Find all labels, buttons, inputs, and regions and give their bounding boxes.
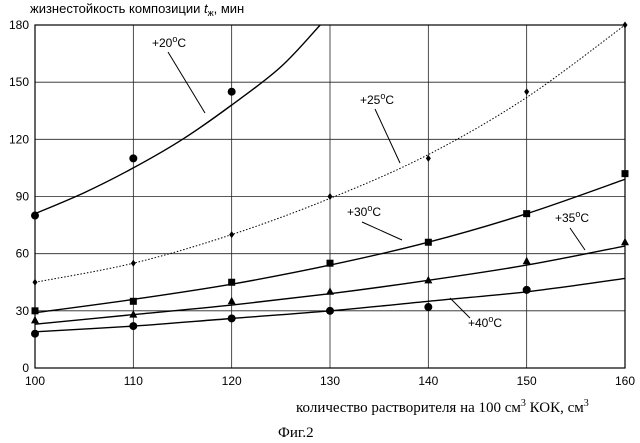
data-point	[523, 210, 531, 218]
series-label-leader	[569, 227, 586, 251]
data-point	[621, 237, 629, 246]
series-label-leader	[167, 51, 206, 114]
data-point	[31, 307, 39, 315]
data-point	[522, 256, 531, 265]
series-label: +40oC	[468, 314, 502, 330]
data-point	[227, 314, 236, 323]
y-tick-label: 60	[16, 247, 30, 261]
data-point	[32, 278, 38, 286]
data-point	[326, 287, 334, 295]
data-point	[522, 285, 531, 294]
figure-caption: Фиг.2	[278, 425, 314, 441]
data-point	[227, 87, 236, 96]
data-point	[424, 275, 433, 284]
y-tick-label: 150	[9, 75, 29, 89]
series-label: +35oC	[555, 209, 589, 225]
data-point	[129, 322, 138, 331]
series-label: +25oC	[360, 91, 394, 107]
x-tick-label: 160	[615, 374, 635, 388]
data-point	[130, 259, 136, 267]
data-point	[31, 211, 39, 220]
series-label-leader	[361, 221, 403, 241]
x-tick-label: 100	[25, 374, 45, 388]
series-label-leader	[374, 108, 401, 164]
x-tick-label: 120	[222, 374, 242, 388]
data-point	[621, 170, 629, 178]
y-axis-title: жизнестойкость композиции tж, мин	[30, 1, 244, 18]
series-label: +20oC	[152, 34, 186, 50]
data-point	[31, 329, 39, 338]
x-tick-label: 140	[418, 374, 438, 388]
data-point	[524, 88, 530, 96]
y-tick-label: 30	[16, 304, 30, 318]
data-point	[425, 154, 431, 162]
y-tick-label: 0	[22, 361, 29, 375]
series-label-leader	[449, 297, 471, 319]
data-point	[31, 315, 39, 324]
data-point	[129, 310, 138, 318]
data-point	[424, 238, 432, 246]
plot-frame	[34, 24, 626, 369]
data-point	[129, 154, 138, 163]
x-tick-label: 130	[320, 374, 340, 388]
series-markers	[31, 21, 629, 338]
data-point	[229, 231, 235, 239]
data-point	[424, 303, 433, 312]
x-axis-title: количество растворителя на 100 см3 КОК, …	[296, 398, 589, 416]
data-point	[227, 296, 236, 305]
y-tick-label: 180	[9, 18, 29, 32]
data-point	[129, 297, 137, 305]
data-point	[326, 306, 334, 315]
data-point	[622, 21, 628, 29]
data-point	[327, 193, 333, 200]
x-tick-label: 110	[124, 374, 143, 388]
tick-labels: 100 110 120 130 140 150 160 0 30 60 90 120 150 180	[9, 18, 635, 388]
y-tick-label: 90	[16, 190, 30, 204]
series-labels: +20oC +25oC +30oC +35oC +40oC	[152, 34, 589, 330]
series-line	[35, 25, 321, 215]
series-label: +30oC	[347, 203, 381, 219]
data-point	[326, 259, 334, 267]
x-tick-label: 150	[517, 374, 537, 388]
data-point	[228, 278, 236, 286]
y-tick-label: 120	[9, 132, 29, 146]
